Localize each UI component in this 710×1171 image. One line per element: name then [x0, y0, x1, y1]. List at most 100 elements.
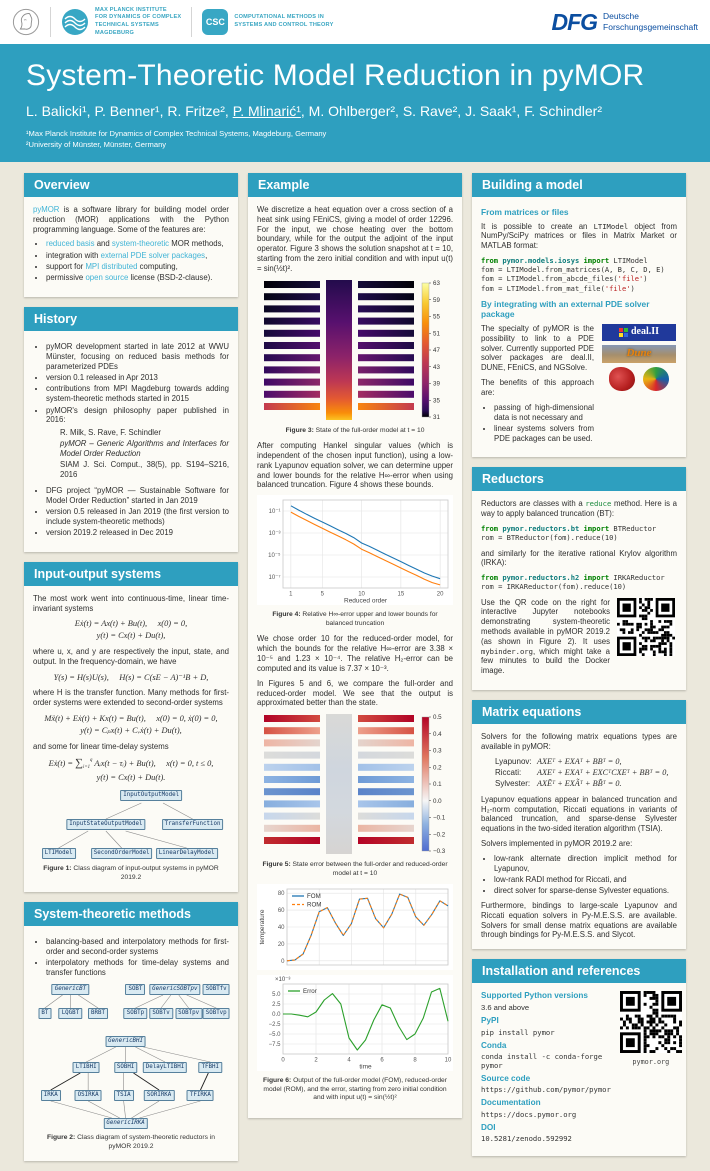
benefits-bullets: passing of high-dimensional data is not … [481, 403, 594, 444]
affiliations: ¹Max Planck Institute for Dynamics of Co… [26, 129, 327, 149]
list-item: support for MPI distributed computing, [46, 262, 229, 272]
mpi-dcts-logo-group: MAX PLANCK INSTITUTE FOR DYNAMICS OF COM… [61, 7, 181, 37]
pymor-qr-code [619, 991, 682, 1054]
install-python-versions: Supported Python versions 3.6 and above [481, 991, 588, 1012]
section-example: Example We discretize a heat equation ov… [248, 173, 462, 1119]
svg-text:FOM: FOM [307, 894, 321, 901]
class-box: LTIModel [41, 847, 76, 860]
right-column: Building a model From matrices or files … [472, 173, 686, 1166]
docs-link[interactable]: https://docs.pymor.org [481, 1109, 577, 1119]
paragraph: where u, x, and y are respectively the i… [33, 646, 229, 666]
text-segment: and [94, 239, 112, 249]
class-box: BT [38, 1007, 52, 1020]
svg-text:63: 63 [433, 280, 440, 287]
text-segment: interpolatory methods for time-delay sys… [46, 958, 229, 978]
svg-text:4: 4 [347, 1058, 351, 1064]
paragraph: Solvers implemented in pyMOR 2019.2 are: [481, 838, 633, 848]
text-segment: , [205, 250, 208, 260]
svg-text:−0.3: −0.3 [433, 848, 446, 855]
list-item: version 0.5 released in Jan 2019 (the fi… [46, 507, 229, 527]
class-box: InputStateOutputModel [66, 818, 146, 831]
class-box: IRKA [40, 1089, 61, 1102]
figure2-caption: Figure 2: Class diagram of system-theore… [47, 1133, 215, 1150]
diagram-lines [44, 994, 217, 1119]
minerva-icon [12, 8, 40, 36]
section-input-output-systems: Input-output systems The most work went … [24, 561, 238, 893]
class-box: LQGBT [58, 1007, 83, 1020]
svg-text:60: 60 [278, 909, 285, 915]
svg-text:−2.5: −2.5 [269, 1022, 282, 1028]
equation-lti: Eẋ(t) = Ax(t) + Bu(t), x(0) = 0, y(t) = C… [74, 619, 188, 641]
list-item: DFG project “pyMOR — Sustainable Softwar… [46, 486, 229, 506]
class-box: DelayLTIBHI [142, 1061, 188, 1074]
svg-text:5.0: 5.0 [272, 992, 281, 998]
list-item: version 0.1 released in Apr 2013 [46, 373, 229, 383]
mpi-dcts-icon [62, 9, 88, 35]
section-matrix-equations: Matrix equations Solvers for the followi… [472, 700, 686, 950]
link[interactable]: MPI distributed [85, 262, 138, 272]
install-source-code: Source code https://github.com/pymor/pym… [481, 1074, 611, 1095]
text-segment: Use the QR code on the right for interac… [481, 597, 610, 646]
text-segment: from [481, 256, 503, 266]
paragraph: After computing Hankel singular values (… [257, 441, 453, 490]
link[interactable]: system-theoretic [111, 239, 170, 249]
text-segment: is a software library for building model… [33, 205, 229, 234]
paragraph: Use the QR code on the right for interac… [481, 598, 610, 677]
list-item: pyMOR development started in late 2012 a… [46, 342, 229, 371]
text-segment: from [481, 524, 503, 534]
text-segment: balancing-based and interpolatory method… [46, 937, 229, 957]
citation: R. Milk, S. Rave, F. Schindler pyMOR – G… [60, 428, 229, 480]
paragraph: and similarly for the iterative rational… [481, 548, 677, 568]
lyapunov-equation: Lyapunov: AXEᵀ + EXAᵀ + BBᵀ = 0, [495, 756, 622, 766]
svg-text:10: 10 [445, 1058, 452, 1064]
svg-text:ROM: ROM [307, 902, 321, 909]
github-link[interactable]: https://github.com/pymor/pymor [481, 1085, 611, 1095]
svg-text:10⁻⁷: 10⁻⁷ [268, 574, 280, 581]
figure1-class-diagram: InputOutputModel InputStateOutputModel Tra… [33, 789, 230, 862]
svg-text:80: 80 [278, 892, 285, 898]
text-segment: LTIModel [613, 256, 648, 266]
code-line: from pymor.reductors.bt import BTReducto… [481, 524, 677, 533]
svg-text:0: 0 [281, 1058, 285, 1064]
solvers-bullets: low-rank alternate direction implicit me… [481, 854, 677, 896]
svg-text:2: 2 [314, 1058, 318, 1064]
class-box: SOBTpv [175, 1007, 203, 1020]
section-heading: Input-output systems [24, 561, 238, 586]
text-segment: pymor.models.iosys [502, 256, 584, 266]
svg-text:31: 31 [433, 414, 440, 421]
class-box: GenericBT [51, 983, 90, 996]
link[interactable]: external PDE solver packages [100, 250, 206, 260]
class-box: OSIRKA [74, 1089, 102, 1102]
section-history: History pyMOR development started in lat… [24, 307, 238, 552]
svg-text:43: 43 [433, 364, 440, 371]
svg-text:20: 20 [278, 942, 285, 948]
paragraph: and some for linear time-delay systems [33, 741, 169, 751]
section-heading: System-theoretic methods [24, 902, 238, 927]
overview-intro: pyMOR is a software library for building… [33, 205, 229, 234]
text-segment: from [481, 573, 503, 583]
svg-text:0: 0 [281, 959, 285, 965]
qr-caption: pymor.org [632, 1058, 670, 1067]
text-segment: support for [46, 262, 86, 272]
link[interactable]: open source [85, 273, 129, 283]
figure3-heatsink-plot: 63 59 55 51 47 43 39 35 31 [264, 279, 440, 421]
paragraph: where H is the transfer function. Many m… [33, 688, 229, 708]
svg-text:temperature: temperature [259, 909, 266, 944]
section-heading: History [24, 307, 238, 332]
svg-text:40: 40 [278, 925, 285, 931]
code-line: fom = LTIModel.from_matrices(A, B, C, D,… [481, 265, 677, 274]
svg-text:0.2: 0.2 [433, 765, 442, 772]
paragraph: Lyapunov equations appear in balanced tr… [481, 794, 677, 834]
equation-transfer-function: Y(s) = H(s)U(s), H(s) = C(sE − A)⁻¹B + D… [53, 672, 209, 682]
link[interactable]: pyMOR [33, 205, 60, 214]
list-item: reduced basis and system-theoretic MOR m… [46, 239, 229, 249]
text-segment: import [583, 256, 614, 266]
text-segment: import [583, 524, 614, 534]
link[interactable]: reduced basis [46, 239, 95, 249]
class-box: TFIRKA [186, 1089, 214, 1102]
authors: L. Balicki¹, P. Benner¹, R. Fritze², P. … [26, 103, 603, 119]
section-system-theoretic-methods: System-theoretic methods balancing-based… [24, 902, 238, 1162]
svg-text:0.4: 0.4 [433, 731, 442, 738]
figure5-state-error-plot: 0.5 0.4 0.3 0.2 0.1 0.0 −0.1 −0.2 −0.3 [264, 714, 446, 855]
